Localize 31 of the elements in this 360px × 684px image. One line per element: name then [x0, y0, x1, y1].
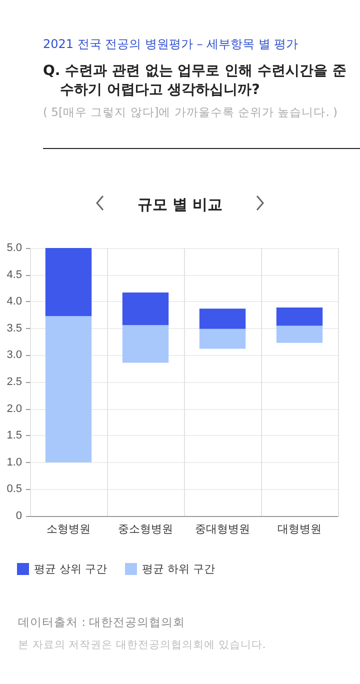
y-tick-label: 2.5	[6, 376, 22, 388]
text: 데이터출처 : 대한전공의협의회	[18, 615, 186, 630]
y-tick-label: 0.5	[6, 483, 22, 496]
bar	[276, 326, 323, 343]
legend-label: 평균 하위 구간	[142, 562, 215, 576]
text: 2021 전국 전공의 병원평가 – 세부항목 별 평가	[43, 36, 298, 53]
y-tick-label: 3.0	[6, 349, 22, 362]
x-tick-label: 소형병원	[46, 524, 90, 536]
y-tick-label: 4.5	[6, 268, 22, 281]
y-tick-label: 1.0	[6, 456, 22, 468]
bar	[122, 292, 169, 326]
chart-title: 규모 별 비교	[137, 196, 223, 214]
text: 본 자료의 저작권은 대한전공의협의회에 있습니다.	[18, 638, 266, 652]
y-tick-label: 0	[16, 510, 22, 522]
bar	[122, 325, 169, 363]
x-tick-label: 중소형병원	[118, 524, 173, 536]
bar	[276, 307, 323, 326]
y-tick-label: 2.0	[6, 402, 22, 415]
text: Q. 수련과 관련 없는 업무로 인해 수련시간을 준수하기 어렵다고 생각하십니까?	[43, 62, 348, 100]
x-tick-label: 대형병원	[278, 524, 322, 536]
y-tick-label: 5.0	[6, 242, 22, 254]
x-tick-label: 중대형병원	[195, 524, 250, 536]
y-tick-label: 1.5	[6, 430, 22, 442]
bar	[45, 248, 92, 316]
y-tick-label: 3.5	[6, 322, 22, 334]
y-tick-label: 4.0	[6, 296, 22, 308]
bar	[199, 308, 246, 329]
bar	[199, 328, 246, 349]
text: ( 5[매우 그렇지 않다]에 가까울수록 순위가 높습니다. )	[43, 104, 339, 121]
legend-label: 평균 상위 구간	[34, 562, 107, 576]
bar	[45, 316, 92, 462]
